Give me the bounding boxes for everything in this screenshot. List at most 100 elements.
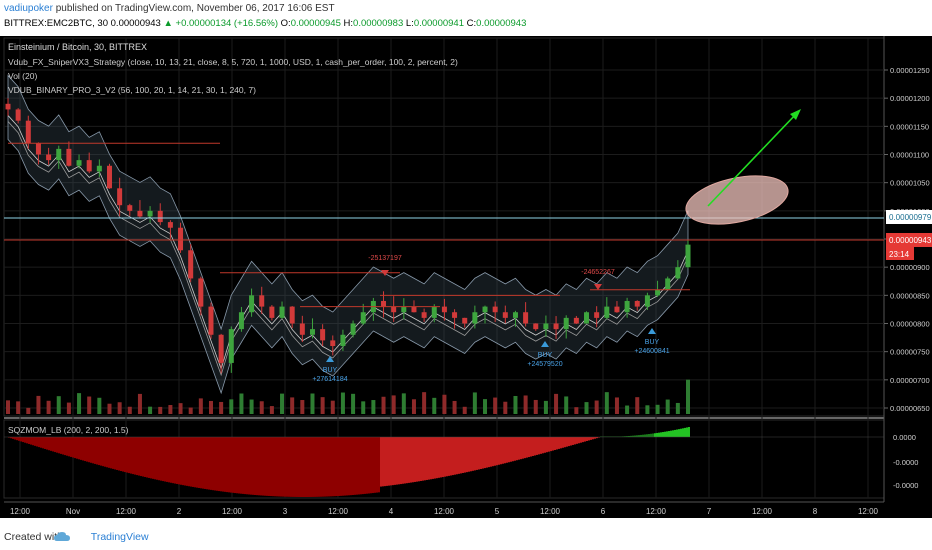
target-arrow[interactable] [707, 111, 799, 207]
candle-body [188, 250, 194, 279]
momentum-bar-positive [626, 436, 628, 437]
momentum-bar-positive [678, 429, 680, 437]
momentum-bar-positive [666, 431, 668, 437]
candle-body [482, 306, 488, 313]
momentum-bar-positive [662, 432, 664, 437]
legend-binary[interactable]: VDUB_BINARY_PRO_3_V2 (56, 100, 20, 1, 14… [8, 85, 256, 95]
momentum-bar-negative [38, 437, 40, 448]
momentum-bar-negative [242, 437, 244, 494]
momentum-bar-negative [540, 437, 542, 454]
momentum-bar-negative [68, 437, 70, 457]
momentum-bar-positive [660, 432, 662, 437]
sell-amount: -24652267 [581, 269, 615, 276]
momentum-bar-negative [190, 437, 192, 487]
momentum-bar-positive [680, 428, 682, 437]
momentum-bar-negative [82, 437, 84, 461]
momentum-bar-negative [412, 437, 414, 483]
volume-bar [117, 402, 122, 414]
momentum-bar-positive [664, 431, 666, 437]
momentum-bar-negative [534, 437, 536, 456]
volume-bar [665, 399, 670, 414]
volume-bar [46, 400, 51, 414]
momentum-bar-negative [238, 437, 240, 494]
chart-canvas[interactable]: BUY +27614184 BUY +24579520 BUY +24600841 -251… [0, 36, 932, 518]
momentum-bar-negative [382, 437, 384, 487]
candle-body [472, 312, 478, 324]
price-tag-cyan: 0.00000979 [889, 213, 932, 222]
momentum-bar-negative [318, 437, 320, 497]
momentum-bar-negative [428, 437, 430, 480]
chart-header: vadiupoker published on TradingView.com,… [0, 0, 932, 36]
momentum-bar-negative [182, 437, 184, 486]
volume-bar [655, 404, 660, 414]
osc-axis-label: -0.0000 [893, 481, 918, 490]
momentum-bar-positive [646, 434, 648, 437]
legend-sqzmom[interactable]: SQZMOM_LB (200, 2, 200, 1.5) [8, 425, 129, 435]
candle-body [137, 210, 143, 217]
momentum-bar-negative [140, 437, 142, 477]
momentum-bar-negative [104, 437, 106, 467]
candle-body [320, 329, 326, 341]
momentum-bar-negative [12, 437, 14, 439]
momentum-bar-negative [502, 437, 504, 464]
momentum-bar-negative [528, 437, 530, 458]
momentum-bar-positive [670, 430, 672, 437]
candle-body [614, 306, 620, 313]
legend-title[interactable]: Einsteinium / Bitcoin, 30, BITTREX [8, 42, 147, 52]
momentum-bar-negative [156, 437, 158, 480]
volume-bar [554, 393, 559, 414]
candle-body [604, 306, 610, 318]
candle-body [462, 317, 468, 324]
oscillator-axis[interactable]: 0.0000 -0.0000 -0.0000 [893, 433, 918, 490]
legend-vol[interactable]: Vol (20) [8, 71, 37, 81]
target-ellipse[interactable] [682, 168, 793, 233]
momentum-bar-negative [348, 437, 350, 496]
momentum-bar-negative [252, 437, 254, 495]
momentum-bar-negative [466, 437, 468, 473]
momentum-bar-negative [406, 437, 408, 484]
momentum-bar-negative [270, 437, 272, 497]
momentum-bar-negative [574, 437, 576, 445]
tradingview-link[interactable]: TradingView [90, 531, 149, 543]
created-with: Created with TradingView [4, 531, 149, 543]
momentum-bar-negative [44, 437, 46, 449]
time-axis-label: 12:00 [10, 507, 31, 516]
legend-strategy[interactable]: Vdub_FX_SniperVX3_Strategy (close, 10, 1… [8, 57, 458, 67]
time-axis-label: 12:00 [540, 507, 561, 516]
volume-bar [77, 393, 82, 414]
volume-bar [351, 393, 356, 414]
momentum-bar-negative [302, 437, 304, 497]
momentum-bar-positive [676, 429, 678, 437]
momentum-bar-negative [8, 437, 10, 438]
candle-body [441, 306, 447, 313]
c-label: C: [466, 18, 477, 29]
momentum-bar-positive [628, 435, 630, 437]
price-axis-label: 0.00001200 [890, 94, 930, 103]
sell-arrow-icon [381, 270, 389, 276]
momentum-bar-negative [512, 437, 514, 462]
created-label: Created with [4, 531, 63, 543]
momentum-bar-negative [206, 437, 208, 490]
momentum-bar-negative [462, 437, 464, 474]
candle-body [502, 312, 508, 318]
momentum-bar-negative [306, 437, 308, 497]
time-axis[interactable]: 12:00 Nov 12:00 2 12:00 3 12:00 4 12:00 5 12:00 6 12… [10, 507, 879, 516]
sell-arrow-icon [594, 284, 602, 290]
candle-body [178, 227, 184, 251]
candle-body [523, 312, 529, 324]
price-axis-label: 0.00001150 [890, 122, 929, 131]
chart-area[interactable]: BUY +27614184 BUY +24579520 BUY +24600841 -251… [0, 36, 932, 518]
momentum-bar-negative [282, 437, 284, 497]
momentum-bar-negative [272, 437, 274, 497]
candle-body [512, 312, 518, 318]
footer: Created with TradingView [0, 526, 932, 550]
momentum-bar-negative [544, 437, 546, 453]
momentum-bar-negative [404, 437, 406, 484]
candle-body [350, 323, 356, 335]
author-link[interactable]: vadiupoker [4, 3, 53, 14]
channel-band [7, 74, 689, 395]
buy-label: BUY [538, 352, 553, 359]
volume-bar [594, 400, 599, 414]
momentum-bar-negative [126, 437, 128, 473]
momentum-bar-negative [28, 437, 30, 444]
